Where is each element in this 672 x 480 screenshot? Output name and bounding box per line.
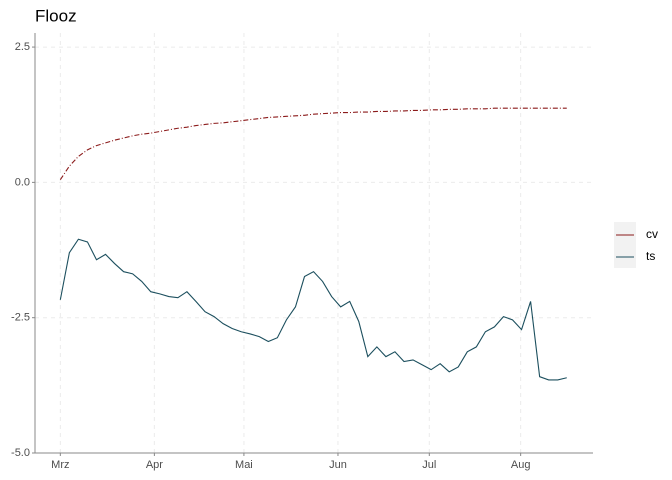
legend-label: cv [646, 227, 658, 241]
y-tick-label: -5.0 [11, 447, 30, 459]
legend-label: ts [646, 249, 655, 263]
line-series [59, 238, 567, 381]
x-tick-label: Mrz [51, 459, 69, 471]
x-tick-label: Apr [146, 459, 163, 471]
y-tick-label: 0.0 [15, 176, 30, 188]
x-tick-label: Aug [511, 459, 531, 471]
x-tick-label: Jul [422, 459, 436, 471]
chart-title: Flooz [35, 6, 77, 25]
line-series [59, 107, 567, 180]
legend-key-bg [614, 222, 636, 268]
x-tick-label: Mai [235, 459, 253, 471]
y-tick-label: 2.5 [15, 41, 30, 53]
y-tick-label: -2.5 [11, 312, 30, 324]
x-tick-label: Jun [329, 459, 347, 471]
